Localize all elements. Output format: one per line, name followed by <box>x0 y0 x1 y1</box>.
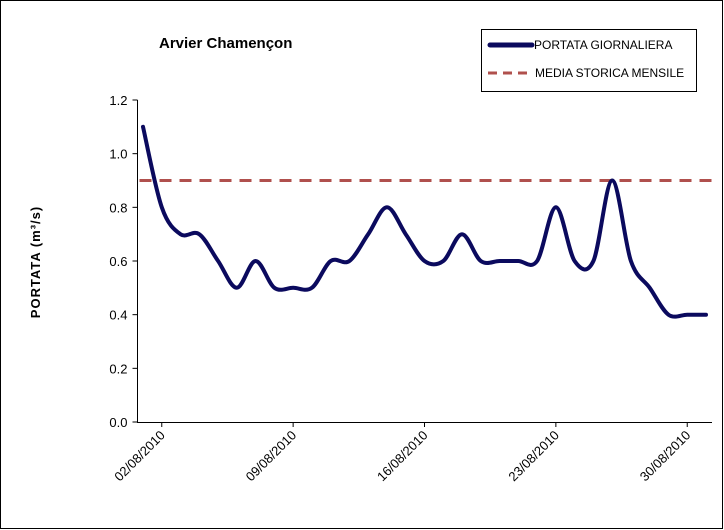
y-tick-label: 0.4 <box>109 308 127 323</box>
y-tick-label: 0.0 <box>109 415 127 430</box>
y-tick-label: 0.8 <box>109 200 127 215</box>
y-tick-label: 0.2 <box>109 361 127 376</box>
legend-label-mean: MEDIA STORICA MENSILE <box>535 66 684 80</box>
y-tick-label: 1.2 <box>109 93 127 108</box>
series-line-daily <box>141 124 708 319</box>
y-tick-label: 0.6 <box>109 254 127 269</box>
series-layer <box>139 124 712 319</box>
axes <box>137 100 712 423</box>
legend-label-daily: PORTATA GIORNALIERA <box>534 38 672 52</box>
legend-box <box>481 29 697 92</box>
chart-title: Arvier Chamençon <box>159 35 292 52</box>
legend: PORTATA GIORNALIERA MEDIA STORICA MENSIL… <box>481 29 697 92</box>
y-tick-label: 1.0 <box>109 147 127 162</box>
y-axis-label: PORTATA (m³/s) <box>28 206 43 318</box>
y-ticks: 0.0 0.2 0.4 0.6 0.8 1.0 1.2 <box>109 93 138 430</box>
